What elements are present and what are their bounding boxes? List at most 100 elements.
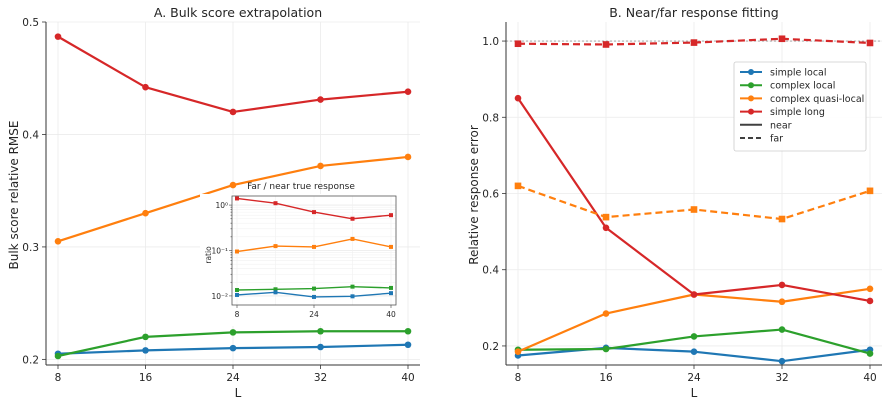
panel-a-data-point <box>142 83 149 91</box>
panel-b-data-point <box>602 41 610 48</box>
inset-xtick-label: 24 <box>309 310 319 319</box>
legend: simple local complex local complex quasi-l… <box>733 61 867 152</box>
panel-b-ylabel: Relative response error <box>467 125 481 265</box>
inset-data-point <box>312 210 316 215</box>
panel-b-data-point <box>778 298 786 306</box>
panel-a-data-point <box>229 108 237 116</box>
legend-label: simple long <box>770 107 825 118</box>
legend-label: simple local <box>770 68 827 79</box>
panel-a-grid <box>46 21 420 365</box>
panel-a-ytick-label: 0.4 <box>22 129 39 141</box>
panel-b-data-point <box>778 357 786 365</box>
panel-b-data-point <box>602 224 610 232</box>
panel-b-data-point <box>602 345 610 353</box>
inset-data-point <box>389 244 393 249</box>
panel-b-xtick-label: 24 <box>687 372 701 384</box>
inset-data-point <box>273 201 278 206</box>
inset-ytick-label: 10⁻² <box>211 292 228 301</box>
inset-ytick-label: 10⁻¹ <box>211 247 228 256</box>
inset-series <box>235 196 393 299</box>
panel-a-data-point <box>54 33 62 40</box>
inset-background <box>200 194 398 326</box>
panel-b-xtick-label: 32 <box>775 372 788 384</box>
panel-b-data-point <box>514 94 522 102</box>
panel-a-data-point <box>229 344 237 352</box>
panel-b-data-point <box>866 297 874 305</box>
inset-data-point <box>235 287 239 292</box>
inset-ticks: 10⁰ 10⁻¹ 10⁻² 8 24 40 <box>211 201 396 319</box>
panel-a-ticks: 8 16 24 32 40 0.2 0.3 0.4 0.5 <box>22 17 414 384</box>
legend-swatch-marker <box>748 69 754 75</box>
inset-data-point <box>235 249 239 254</box>
panel-b-ytick-label: 0.2 <box>482 341 499 353</box>
panel-b-ticks: 8 16 24 32 40 0.2 0.4 0.6 0.8 1.0 <box>482 36 876 384</box>
panel-b-ytick-label: 1.0 <box>482 36 499 48</box>
panel-a-data-point <box>404 327 412 335</box>
panel-a-title: A. Bulk score extrapolation <box>154 5 322 20</box>
panel-b-data-point <box>866 285 874 293</box>
panel-a-data-point <box>317 96 324 103</box>
panel-a-data-point <box>229 181 237 189</box>
panel-a-xtick-label: 8 <box>55 372 62 384</box>
panel-a-data-point <box>229 329 237 336</box>
panel-a-data-point <box>142 333 149 341</box>
panel-a-data-point <box>317 162 324 170</box>
panel-b-xtick-label: 40 <box>863 372 876 384</box>
legend-swatch-marker <box>748 108 754 115</box>
inset-data-point <box>389 285 393 290</box>
inset-data-point <box>350 294 355 299</box>
legend-swatch-marker <box>748 82 754 89</box>
panel-a-xtick-label: 16 <box>139 372 153 384</box>
panel-a-data-point <box>54 237 62 245</box>
panel-a-xtick-label: 40 <box>401 372 414 384</box>
legend-label: complex local <box>770 81 835 92</box>
inset-grid <box>232 196 396 305</box>
panel-a-data-point <box>404 88 412 96</box>
panel-a-data-point <box>404 341 412 349</box>
inset-data-point <box>235 292 239 297</box>
inset-xtick-label: 40 <box>386 310 396 319</box>
panel-a-data-point <box>54 352 62 360</box>
legend-items: simple local complex local complex quasi-l… <box>740 68 864 145</box>
panel-a-ytick-label: 0.3 <box>22 242 39 254</box>
panel-b: B. Near/far response fitting L Relative … <box>467 5 882 400</box>
inset-data-point <box>312 244 316 249</box>
panel-a-ylabel: Bulk score relative RMSE <box>7 121 21 270</box>
panel-a-data-point <box>404 153 412 161</box>
panel-b-data-point <box>778 215 786 223</box>
panel-a-ytick-label: 0.2 <box>22 354 39 366</box>
panel-b-title: B. Near/far response fitting <box>609 5 779 20</box>
inset-xtick-label: 8 <box>235 310 240 319</box>
inset-data-point <box>273 290 278 295</box>
legend-swatch-marker <box>748 95 754 102</box>
panel-b-data-point <box>866 187 874 195</box>
inset-data-point <box>235 196 239 201</box>
panel-b-data-point <box>778 281 786 289</box>
inset-data-point <box>273 287 278 292</box>
panel-a-series <box>54 33 412 360</box>
panel-b-data-point <box>690 291 698 298</box>
panel-a-ytick-label: 0.5 <box>22 17 39 29</box>
inset-title: Far / near true response <box>247 182 355 192</box>
inset-data-point <box>350 216 355 221</box>
panel-b-data-point <box>690 206 698 213</box>
inset-data-point <box>389 291 393 296</box>
legend-box <box>733 61 867 152</box>
panel-b-data-point <box>514 40 522 48</box>
panel-b-data-point <box>866 39 874 47</box>
legend-label: far <box>770 134 783 145</box>
panel-b-data-point <box>866 350 874 357</box>
panel-b-data-point <box>778 35 786 43</box>
panel-a-data-point <box>317 343 324 351</box>
legend-label: complex quasi-local <box>770 94 864 105</box>
panel-b-data-point <box>602 213 610 221</box>
inset-data-point <box>312 286 316 291</box>
panel-b-ytick-label: 0.4 <box>482 265 499 277</box>
panel-b-data-point <box>514 182 522 190</box>
panel-b-ytick-label: 0.8 <box>482 112 499 124</box>
panel-a-xtick-label: 32 <box>314 372 327 384</box>
panel-b-xlabel: L <box>691 386 698 400</box>
panel-b-data-point <box>690 348 698 355</box>
